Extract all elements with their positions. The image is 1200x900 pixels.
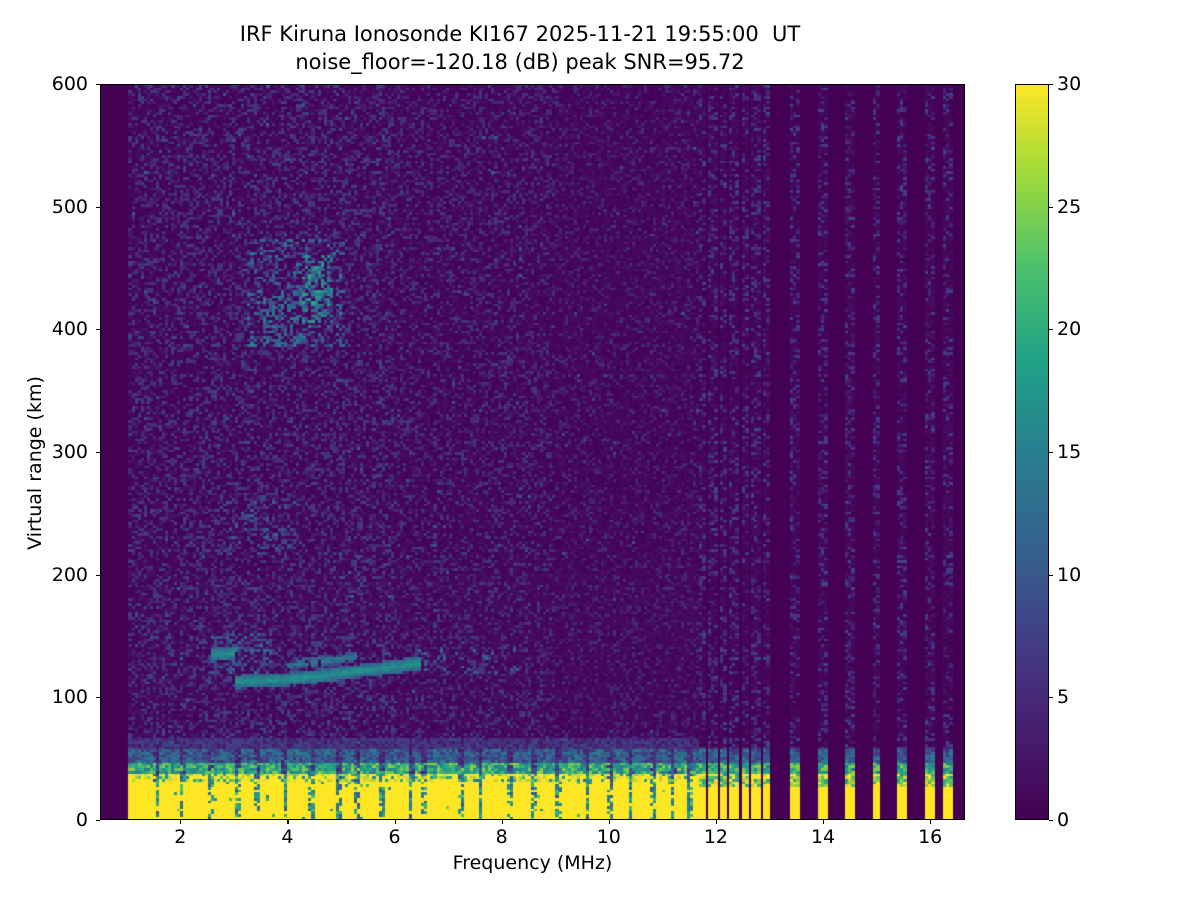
- x-tick-label: 6: [388, 826, 401, 848]
- title-line-2: noise_floor=-120.18 (dB) peak SNR=95.72: [295, 50, 745, 75]
- colorbar-tick: [1049, 84, 1053, 86]
- x-tick: [501, 820, 503, 824]
- y-tick-label: 500: [51, 195, 88, 218]
- ionogram-plot-area: [100, 84, 965, 820]
- x-tick: [287, 820, 289, 824]
- title-line-1: IRF Kiruna Ionosonde KI167 2025-11-21 19…: [239, 22, 801, 46]
- colorbar-tick-label: 25: [1057, 195, 1082, 218]
- colorbar-tick: [1049, 452, 1053, 454]
- x-tick: [608, 820, 610, 824]
- y-tick-label: 300: [51, 441, 88, 463]
- y-tick-label: 0: [75, 809, 88, 831]
- x-tick-label: 2: [174, 826, 187, 848]
- y-tick: [96, 329, 100, 331]
- y-tick: [96, 452, 100, 454]
- colorbar-tick-label: 5: [1057, 686, 1070, 709]
- colorbar-tick: [1049, 697, 1053, 699]
- x-tick-label: 8: [495, 826, 508, 848]
- x-tick-label: 4: [281, 826, 294, 848]
- x-tick-label: 16: [918, 826, 943, 848]
- x-tick-label: 14: [810, 826, 836, 848]
- y-tick-label: 400: [51, 318, 88, 341]
- y-tick-label: 100: [51, 686, 88, 709]
- ionogram-heatmap-canvas: [101, 85, 964, 819]
- y-tick: [96, 206, 100, 208]
- x-tick: [715, 820, 718, 824]
- y-tick-label: 200: [51, 563, 88, 586]
- x-tick: [394, 820, 396, 824]
- y-tick: [96, 574, 100, 576]
- y-tick-label: 600: [51, 73, 88, 95]
- x-axis-label: Frequency (MHz): [452, 852, 613, 874]
- x-tick: [823, 820, 825, 824]
- y-tick: [96, 820, 100, 822]
- colorbar-tick-label: 10: [1057, 563, 1082, 586]
- colorbar-tick: [1049, 329, 1053, 331]
- x-tick: [180, 820, 182, 824]
- colorbar-tick-label: 20: [1057, 318, 1082, 341]
- colorbar-tick: [1049, 820, 1053, 822]
- y-tick: [96, 697, 100, 699]
- x-tick: [930, 820, 932, 824]
- figure-title: IRF Kiruna Ionosonde KI167 2025-11-21 19…: [0, 20, 1040, 77]
- colorbar-tick-label: 30: [1057, 73, 1082, 95]
- colorbar-tick-label: 15: [1057, 441, 1082, 463]
- colorbar-tick: [1049, 574, 1053, 576]
- y-axis-label: Virtual range (km): [24, 376, 46, 550]
- colorbar-gradient: [1015, 84, 1049, 820]
- y-tick: [96, 84, 100, 86]
- colorbar-tick-label: 0: [1057, 809, 1070, 831]
- x-tick-label: 10: [596, 826, 621, 848]
- colorbar-tick: [1049, 206, 1053, 208]
- x-tick-label: 12: [703, 826, 729, 848]
